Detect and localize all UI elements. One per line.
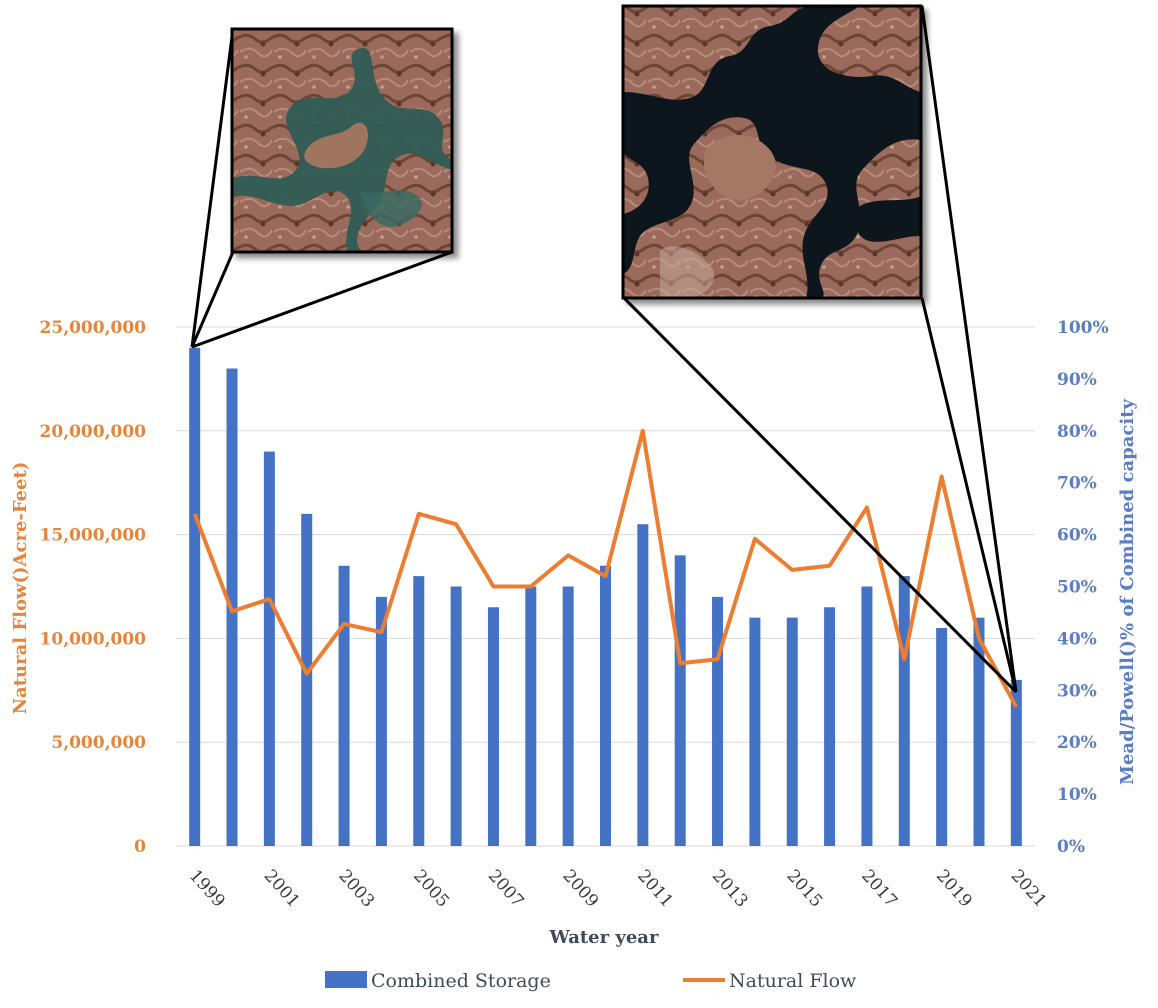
x-tick-label: 2015 — [783, 866, 827, 912]
bar-combined-storage-2009 — [562, 586, 574, 846]
left-tick-label: 20,000,000 — [40, 422, 147, 442]
bar-combined-storage-2003 — [338, 565, 350, 846]
right-tick-label: 30% — [1057, 681, 1097, 701]
bar-combined-storage-2005 — [413, 576, 425, 846]
line-natural-flow — [192, 428, 1019, 708]
right-tick-label: 10% — [1057, 785, 1097, 805]
bar-combined-storage-2007 — [487, 607, 499, 846]
x-tick-label: 2011 — [633, 866, 677, 912]
x-tick-label: 2013 — [708, 866, 752, 912]
right-tick-label: 0% — [1057, 837, 1085, 857]
right-tick-label: 80% — [1057, 422, 1097, 442]
legend-label-natural-flow: Natural Flow — [729, 970, 857, 992]
right-axis-title: Mead/Powell()% of Combined capacity — [1117, 398, 1138, 784]
legend-swatch-combined-storage — [325, 971, 367, 988]
x-tick-label: 2019 — [932, 866, 976, 912]
right-tick-label: 90% — [1057, 370, 1097, 390]
left-tick-label: 25,000,000 — [40, 318, 147, 338]
bar-combined-storage-2015 — [786, 617, 798, 846]
bar-combined-storage-2014 — [749, 617, 761, 846]
bar-combined-storage-2011 — [637, 524, 649, 846]
x-tick-label: 2021 — [1007, 866, 1051, 912]
right-tick-label: 50% — [1057, 578, 1097, 598]
right-tick-label: 60% — [1057, 526, 1097, 546]
x-tick-label: 2005 — [409, 866, 453, 912]
bar-combined-storage-2002 — [301, 513, 313, 846]
bar-combined-storage-1999 — [189, 347, 201, 846]
x-tick-label: 2007 — [484, 866, 528, 912]
x-tick-label: 1999 — [185, 866, 229, 912]
inset-1999-satellite-image — [230, 27, 454, 254]
right-tick-label: 70% — [1057, 474, 1097, 494]
inset-leader-lines — [190, 5, 1018, 694]
x-tick-label: 2003 — [334, 866, 378, 912]
bar-combined-storage-2006 — [450, 586, 462, 846]
x-tick-label: 2017 — [857, 866, 901, 912]
bar-combined-storage-2018 — [898, 576, 910, 846]
bar-combined-storage-2019 — [936, 628, 948, 846]
natural-flow-line — [192, 428, 1019, 708]
left-axis: 0 5,000,000 10,000,000 15,000,000 20,000,000… — [40, 318, 147, 857]
bar-combined-storage-2016 — [824, 607, 836, 846]
x-tick-label: 2009 — [558, 866, 602, 912]
left-tick-label: 15,000,000 — [40, 526, 147, 546]
bar-combined-storage-2004 — [375, 596, 387, 846]
bar-combined-storage-2017 — [861, 586, 873, 846]
bar-combined-storage-2021 — [1010, 679, 1022, 846]
bar-combined-storage-2010 — [600, 565, 611, 846]
bar-combined-storage-2013 — [712, 596, 724, 846]
bar-combined-storage-2012 — [674, 555, 686, 846]
storage-bars — [189, 347, 1022, 846]
bar-combined-storage-2001 — [263, 451, 275, 846]
right-tick-label: 20% — [1057, 733, 1097, 753]
right-tick-label: 100% — [1057, 318, 1109, 338]
bar-combined-storage-2020 — [973, 617, 985, 846]
right-axis: 0% 10% 20% 30% 40% 50% 60% 70% 80% 90% 100% — [1057, 318, 1109, 857]
legend: Combined Storage Natural Flow — [325, 970, 857, 992]
left-tick-label: 0 — [134, 837, 146, 857]
inset-2021-satellite-image — [621, 4, 923, 300]
right-tick-label: 40% — [1057, 629, 1097, 649]
x-tick-label: 2001 — [260, 866, 304, 912]
left-tick-label: 10,000,000 — [40, 629, 147, 649]
x-axis: 1999 2001 2003 2005 2007 2009 2011 2013 2015 2017… — [185, 866, 1050, 912]
bar-combined-storage-2008 — [525, 586, 537, 846]
left-tick-label: 5,000,000 — [51, 733, 146, 753]
legend-label-combined-storage: Combined Storage — [371, 970, 551, 992]
left-axis-title: Natural Flow()Acre-Feet) — [10, 462, 31, 715]
x-axis-title: Water year — [549, 927, 659, 948]
